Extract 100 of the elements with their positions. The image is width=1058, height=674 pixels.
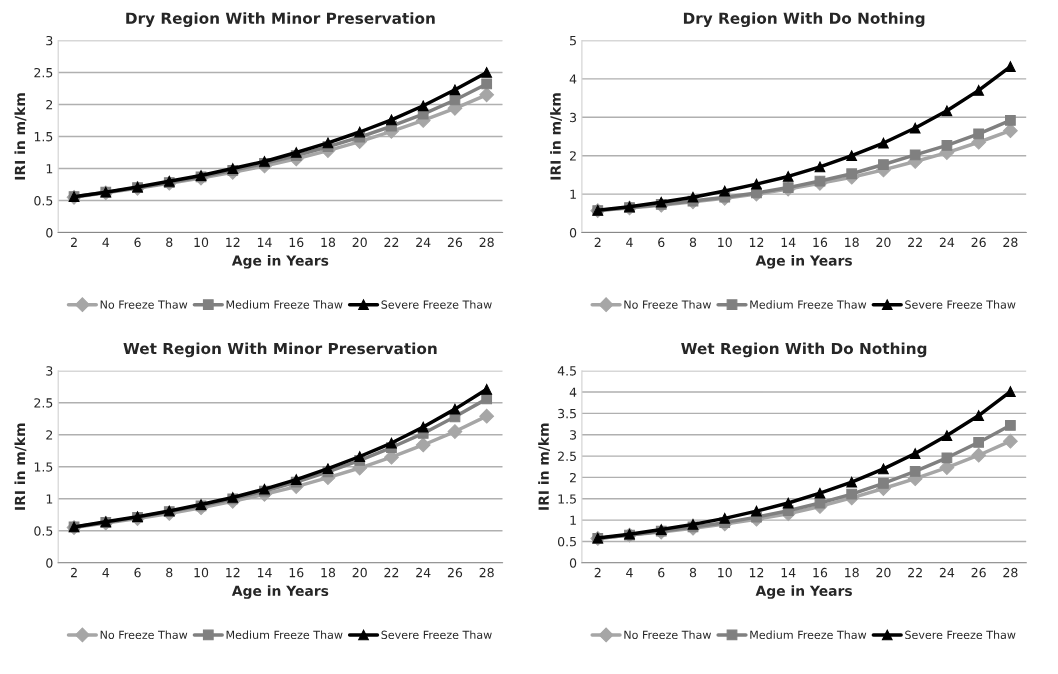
- y-tick-label: 1.5: [34, 132, 53, 142]
- chart-title: Wet Region With Minor Preservation: [123, 342, 437, 358]
- y-tick-label: 1.5: [34, 462, 53, 472]
- y-tick-label: 2.5: [558, 451, 576, 461]
- y-tick-label: 3.5: [558, 408, 576, 419]
- legend-label: No Freeze Thaw: [624, 300, 711, 309]
- x-tick-label: 12: [749, 237, 764, 247]
- x-tick-label: 6: [134, 237, 141, 248]
- x-tick-label: 14: [781, 237, 796, 247]
- x-tick-label: 28: [1003, 567, 1018, 578]
- x-tick-label: 6: [658, 567, 665, 578]
- y-tick-label: 0: [46, 558, 53, 568]
- legend-label: Medium Freeze Thaw: [226, 630, 343, 640]
- x-tick-label: 28: [1003, 237, 1018, 248]
- x-tick-label: 14: [257, 237, 272, 247]
- x-tick-label: 8: [689, 567, 697, 578]
- x-tick-label: 2: [594, 567, 601, 578]
- x-tick-label: 10: [194, 567, 209, 578]
- x-tick-label: 22: [908, 237, 922, 247]
- y-tick-label: 1: [570, 515, 576, 525]
- y-tick-label: 3: [570, 112, 577, 123]
- x-tick-label: 22: [908, 567, 922, 578]
- chart-title: Dry Region With Minor Preservation: [126, 12, 435, 28]
- y-tick-label: 0: [569, 228, 577, 238]
- y-axis-title: IRI in m/km: [538, 423, 551, 510]
- x-tick-label: 8: [166, 567, 173, 578]
- x-tick-label: 16: [289, 237, 304, 248]
- x-tick-label: 8: [166, 237, 173, 248]
- y-tick-label: 0: [46, 228, 53, 238]
- x-tick-label: 24: [939, 237, 955, 247]
- y-tick-label: 3: [570, 430, 577, 440]
- x-tick-label: 6: [658, 237, 665, 248]
- x-tick-label: 14: [257, 568, 272, 578]
- y-tick-label: 2.5: [34, 398, 53, 408]
- y-axis-title: IRI in m/km: [550, 93, 562, 180]
- y-tick-label: 4.5: [557, 366, 576, 376]
- y-tick-label: 2.5: [34, 67, 53, 78]
- x-tick-label: 18: [845, 237, 859, 248]
- x-tick-label: 4: [102, 237, 110, 247]
- legend-label: Severe Freeze Thaw: [381, 630, 492, 640]
- x-tick-label: 12: [226, 567, 240, 578]
- x-tick-label: 4: [626, 568, 633, 578]
- x-tick-label: 24: [416, 237, 431, 247]
- legend-label: No Freeze Thaw: [100, 300, 188, 309]
- y-tick-label: 0.5: [557, 536, 576, 547]
- x-tick-label: 18: [321, 567, 336, 578]
- x-tick-label: 28: [479, 237, 494, 248]
- legend-label: Medium Freeze Thaw: [750, 630, 867, 640]
- x-tick-label: 20: [876, 237, 891, 248]
- y-tick-label: 0: [569, 558, 577, 568]
- y-tick-label: 1: [46, 164, 53, 174]
- x-tick-label: 24: [416, 567, 431, 578]
- y-axis-title: IRI in m/km: [14, 93, 27, 180]
- y-tick-label: 0.5: [34, 526, 53, 536]
- x-axis-title: Age in Years: [755, 585, 852, 599]
- legend-label: Medium Freeze Thaw: [750, 300, 867, 309]
- y-tick-label: 3: [46, 366, 53, 376]
- x-tick-label: 10: [194, 237, 209, 248]
- x-tick-label: 26: [447, 567, 463, 578]
- x-tick-label: 22: [384, 567, 399, 578]
- x-tick-label: 20: [352, 237, 367, 248]
- y-tick-label: 4: [569, 74, 577, 84]
- x-tick-label: 14: [781, 568, 796, 578]
- x-tick-label: 18: [321, 237, 336, 248]
- x-tick-label: 16: [289, 567, 304, 578]
- x-tick-label: 24: [939, 567, 955, 578]
- x-tick-label: 26: [447, 237, 463, 248]
- x-tick-label: 2: [71, 237, 77, 247]
- y-tick-label: 1: [46, 494, 53, 504]
- legend-label: Severe Freeze Thaw: [381, 300, 492, 309]
- y-tick-label: 3: [46, 35, 53, 46]
- x-tick-label: 4: [102, 568, 110, 578]
- x-axis-title: Age in Years: [231, 585, 329, 599]
- legend-label: Severe Freeze Thaw: [905, 630, 1016, 640]
- x-tick-label: 4: [626, 237, 633, 247]
- legend-label: No Freeze Thaw: [624, 630, 711, 640]
- y-tick-label: 4: [569, 387, 577, 397]
- legend-label: No Freeze Thaw: [100, 630, 188, 640]
- y-tick-label: 2: [570, 472, 576, 483]
- x-tick-label: 8: [689, 237, 697, 248]
- x-tick-label: 12: [749, 567, 764, 578]
- x-tick-label: 16: [813, 237, 828, 248]
- x-tick-label: 10: [718, 567, 732, 578]
- y-tick-label: 2: [46, 430, 53, 440]
- legend-label: Severe Freeze Thaw: [905, 300, 1016, 309]
- x-tick-label: 18: [845, 567, 859, 578]
- x-tick-label: 20: [876, 567, 891, 578]
- y-tick-label: 0.5: [34, 195, 53, 206]
- x-axis-title: Age in Years: [231, 255, 329, 269]
- chart-title: Dry Region With Do Nothing: [683, 12, 925, 28]
- y-tick-label: 5: [570, 36, 576, 46]
- y-tick-label: 2: [570, 151, 576, 161]
- x-tick-label: 12: [226, 237, 240, 247]
- chart-title: Wet Region With Do Nothing: [681, 342, 927, 358]
- y-tick-label: 1.5: [558, 494, 576, 504]
- x-tick-label: 26: [971, 237, 986, 248]
- x-tick-label: 22: [384, 237, 399, 247]
- x-tick-label: 6: [134, 567, 141, 578]
- x-tick-label: 20: [352, 567, 367, 578]
- x-tick-label: 10: [718, 237, 732, 248]
